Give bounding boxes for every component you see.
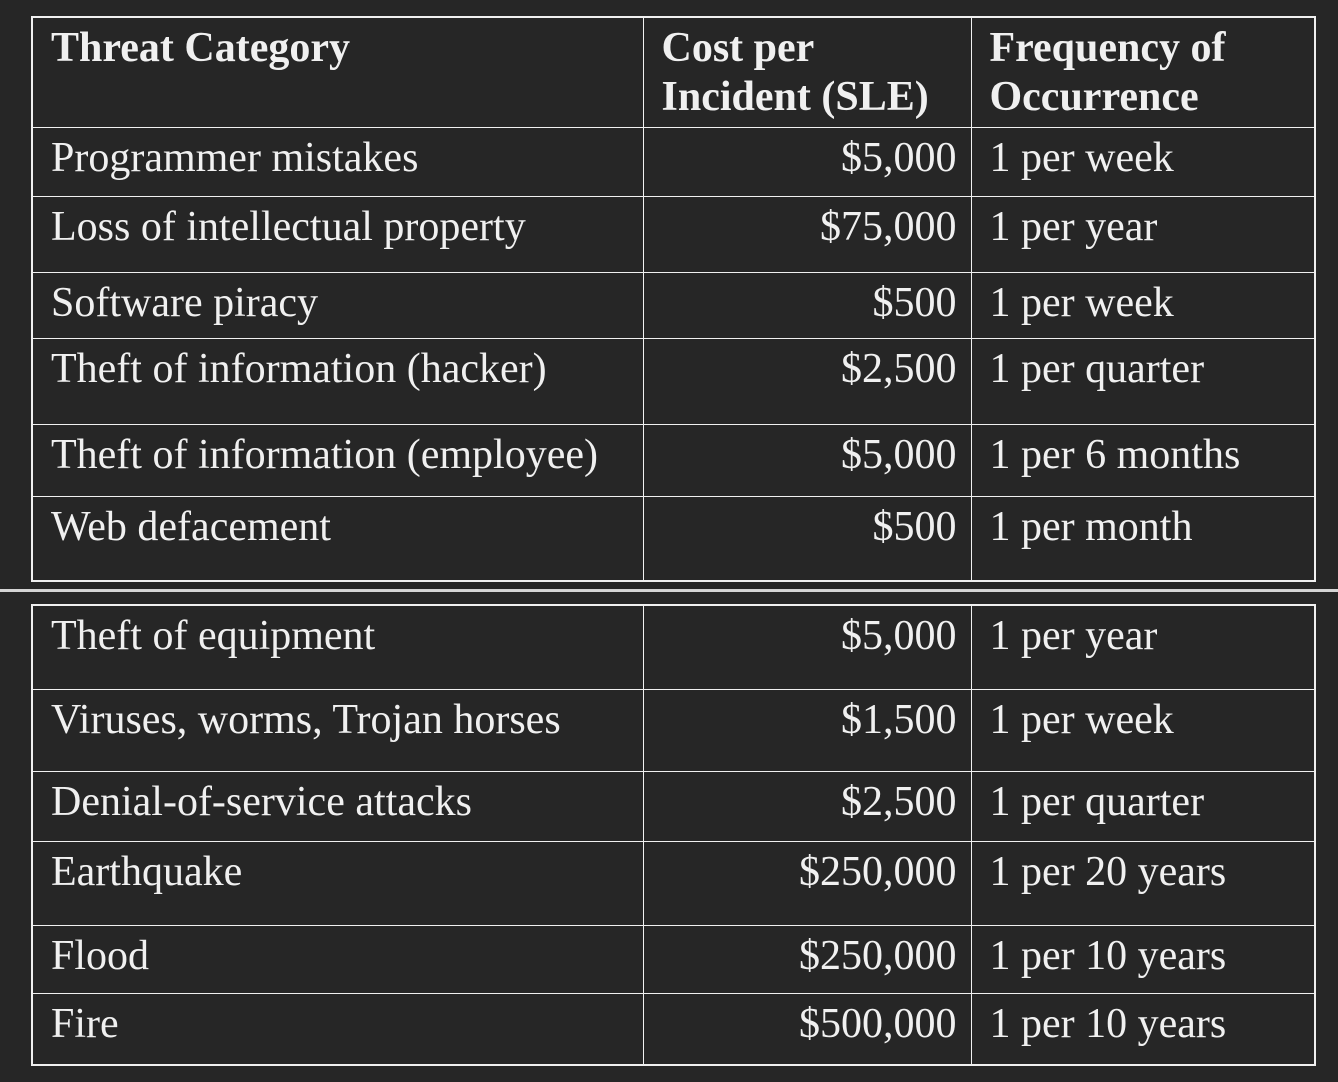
cost-cell: $2,500: [642, 338, 972, 426]
frequency-cell: 1 per 10 years: [970, 992, 1316, 1066]
frequency-cell: 1 per 6 months: [970, 424, 1316, 498]
threat-category-cell: Loss of intellectual property: [31, 196, 644, 274]
table-row: Theft of information (employee) $5,000 1…: [31, 424, 1316, 498]
frequency-cell: 1 per week: [970, 688, 1316, 772]
threat-cost-frequency-table-upper: Threat Category Cost per Incident (SLE) …: [31, 16, 1316, 582]
threat-category-cell: Theft of equipment: [31, 604, 644, 690]
table-row: Theft of equipment $5,000 1 per year: [31, 604, 1316, 690]
cost-cell: $75,000: [642, 196, 972, 274]
threat-category-cell: Software piracy: [31, 272, 644, 340]
threat-category-cell: Flood: [31, 924, 644, 994]
frequency-cell: 1 per 10 years: [970, 924, 1316, 994]
threat-category-cell: Theft of information (hacker): [31, 338, 644, 426]
cost-cell: $5,000: [642, 604, 972, 690]
threat-category-cell: Viruses, worms, Trojan horses: [31, 688, 644, 772]
table-row: Earthquake $250,000 1 per 20 years: [31, 840, 1316, 926]
threat-category-cell: Denial-of-service attacks: [31, 770, 644, 842]
table-row: Loss of intellectual property $75,000 1 …: [31, 196, 1316, 274]
table-row: Programmer mistakes $5,000 1 per week: [31, 127, 1316, 198]
column-header-threat-category: Threat Category: [31, 16, 644, 129]
table-row: Software piracy $500 1 per week: [31, 272, 1316, 340]
cost-cell: $500,000: [642, 992, 972, 1066]
cost-cell: $500: [642, 272, 972, 340]
frequency-cell: 1 per quarter: [970, 338, 1316, 426]
cost-cell: $250,000: [642, 924, 972, 994]
cost-cell: $1,500: [642, 688, 972, 772]
frequency-cell: 1 per week: [970, 127, 1316, 198]
header-row: Threat Category Cost per Incident (SLE) …: [31, 16, 1316, 129]
threat-category-cell: Programmer mistakes: [31, 127, 644, 198]
threat-category-cell: Fire: [31, 992, 644, 1066]
cost-cell: $250,000: [642, 840, 972, 926]
cost-cell: $2,500: [642, 770, 972, 842]
threat-cost-frequency-table-lower: Theft of equipment $5,000 1 per year Vir…: [31, 604, 1316, 1066]
frequency-cell: 1 per year: [970, 604, 1316, 690]
threat-category-cell: Earthquake: [31, 840, 644, 926]
frequency-cell: 1 per quarter: [970, 770, 1316, 842]
frequency-cell: 1 per year: [970, 196, 1316, 274]
table-row: Web defacement $500 1 per month: [31, 496, 1316, 582]
section-divider-line: [0, 589, 1338, 592]
frequency-cell: 1 per month: [970, 496, 1316, 582]
table-row: Theft of information (hacker) $2,500 1 p…: [31, 338, 1316, 426]
cost-cell: $500: [642, 496, 972, 582]
table-row: Denial-of-service attacks $2,500 1 per q…: [31, 770, 1316, 842]
frequency-cell: 1 per week: [970, 272, 1316, 340]
table-row: Viruses, worms, Trojan horses $1,500 1 p…: [31, 688, 1316, 772]
column-header-cost-per-incident: Cost per Incident (SLE): [642, 16, 972, 129]
cost-cell: $5,000: [642, 424, 972, 498]
table-row: Fire $500,000 1 per 10 years: [31, 992, 1316, 1066]
threat-category-cell: Theft of information (employee): [31, 424, 644, 498]
frequency-cell: 1 per 20 years: [970, 840, 1316, 926]
table-row: Flood $250,000 1 per 10 years: [31, 924, 1316, 994]
column-header-frequency: Frequency of Occurrence: [970, 16, 1316, 129]
threat-category-cell: Web defacement: [31, 496, 644, 582]
cost-cell: $5,000: [642, 127, 972, 198]
